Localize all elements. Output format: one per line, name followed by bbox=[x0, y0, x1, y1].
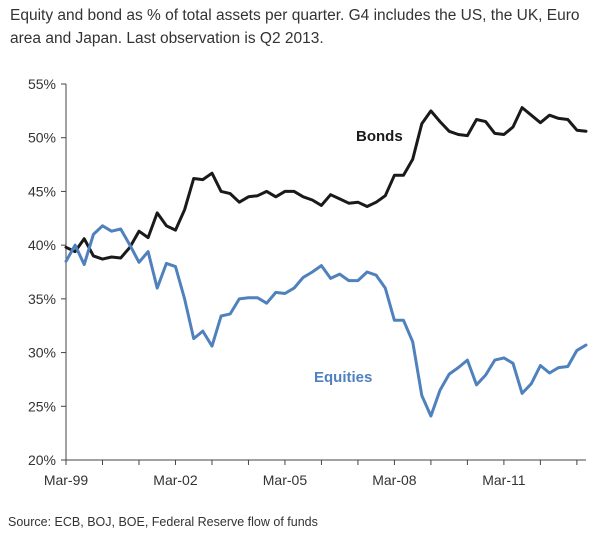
y-tick-label: 25% bbox=[28, 398, 56, 414]
bonds-series-label: Bonds bbox=[356, 128, 403, 145]
y-tick-label: 40% bbox=[28, 237, 56, 253]
x-tick-label: Mar-08 bbox=[372, 472, 417, 488]
y-tick-label: 30% bbox=[28, 345, 56, 361]
y-tick-label: 35% bbox=[28, 291, 56, 307]
x-tick-label: Mar-05 bbox=[263, 472, 308, 488]
y-tick-label: 50% bbox=[28, 130, 56, 146]
x-tick-label: Mar-99 bbox=[44, 472, 89, 488]
series-lines bbox=[64, 106, 588, 418]
y-tick-label: 45% bbox=[28, 183, 56, 199]
x-tick-label: Mar-02 bbox=[153, 472, 198, 488]
y-axis-ticks: 20% 25% 30% 35% 40% 45% 50% 55% bbox=[28, 76, 66, 468]
y-tick-label: 55% bbox=[28, 76, 56, 92]
equities-series-label: Equities bbox=[314, 369, 372, 386]
x-axis-ticks: Mar-99 Mar-02 Mar-05 Mar-08 Mar-11 bbox=[44, 460, 578, 488]
y-tick-label: 20% bbox=[28, 452, 56, 468]
bonds-series-line bbox=[64, 106, 588, 261]
equities-series-line bbox=[64, 224, 588, 418]
source-note: Source: ECB, BOJ, BOE, Federal Reserve f… bbox=[8, 515, 318, 529]
x-tick-label: Mar-11 bbox=[482, 472, 526, 488]
chart-subtitle: Equity and bond as % of total assets per… bbox=[10, 7, 580, 47]
